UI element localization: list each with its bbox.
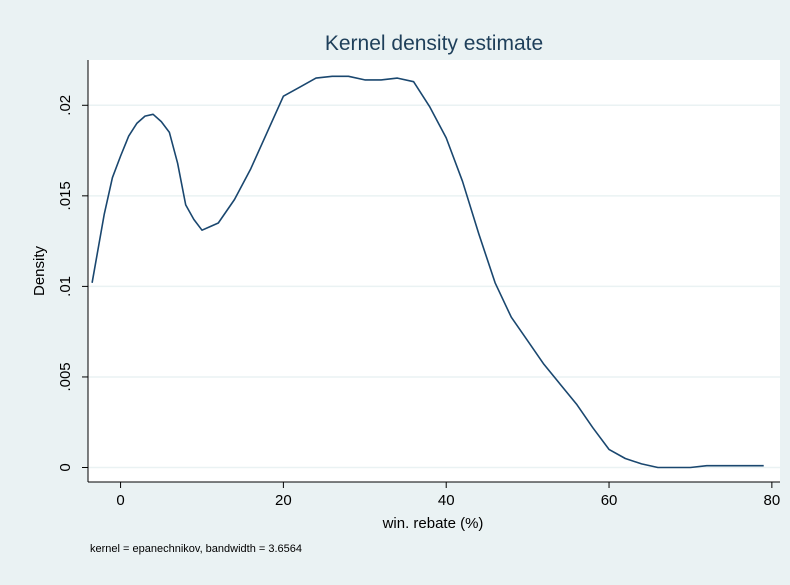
kernel-note: kernel = epanechnikov, bandwidth = 3.656… xyxy=(90,543,302,555)
x-tick-label: 40 xyxy=(438,492,455,509)
y-tick-label: .02 xyxy=(57,95,74,116)
x-tick-label: 60 xyxy=(601,492,618,509)
y-tick-label: .01 xyxy=(57,276,74,297)
y-tick-label: 0 xyxy=(57,463,74,471)
y-tick-label: .015 xyxy=(57,181,74,210)
chart-title: Kernel density estimate xyxy=(325,32,543,55)
x-tick-label: 0 xyxy=(116,492,124,509)
y-ticks: 0 .005 .01 .015 .02 xyxy=(57,95,88,472)
x-tick-label: 20 xyxy=(275,492,292,509)
y-axis-title: Density xyxy=(31,245,48,296)
plot-area xyxy=(88,60,780,482)
x-axis-title: win. rebate (%) xyxy=(382,515,484,532)
x-tick-label: 80 xyxy=(764,492,781,509)
y-tick-label: .005 xyxy=(57,362,74,391)
x-ticks: 0 20 40 60 80 xyxy=(116,482,780,509)
